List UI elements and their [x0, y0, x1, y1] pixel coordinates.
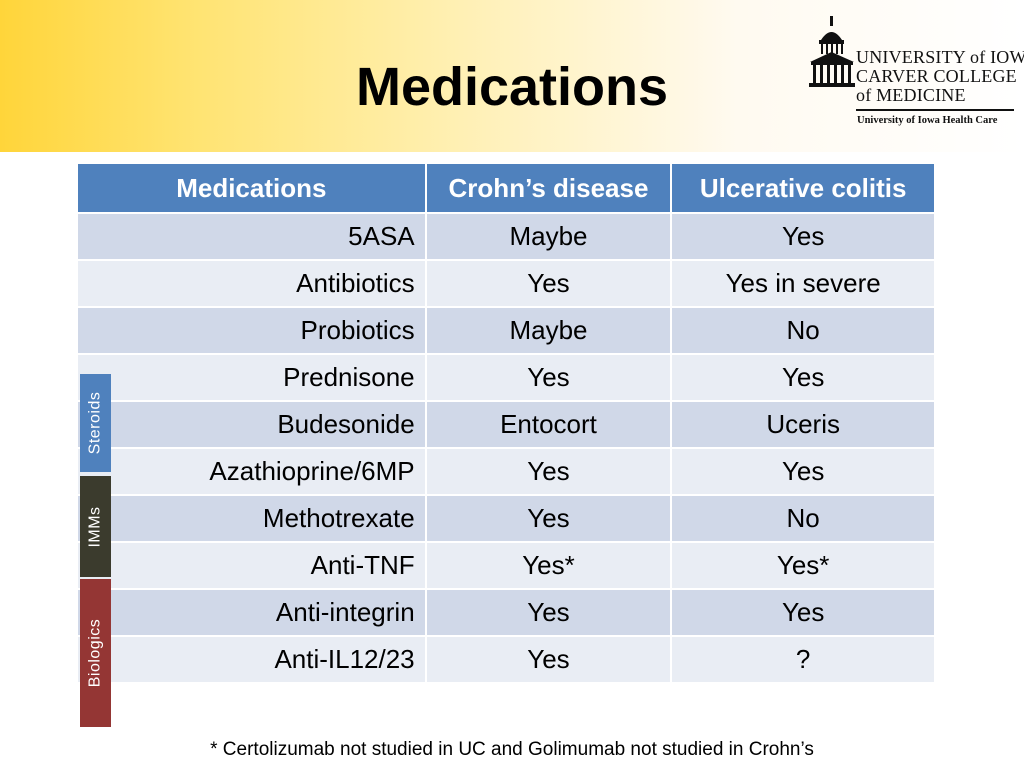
logo-divider: [856, 109, 1014, 111]
medications-table: Medications Crohn’s disease Ulcerative c…: [78, 164, 936, 684]
table-row: Prednisone Yes Yes: [78, 354, 936, 402]
column-header-uc: Ulcerative colitis: [671, 164, 936, 214]
logo-medicine-text: of MEDICINE: [856, 85, 966, 105]
logo-college-text: CARVER COLLEGE: [856, 66, 1017, 86]
category-label-biologics: Biologics: [80, 579, 111, 727]
footnote: * Certolizumab not studied in UC and Gol…: [210, 739, 814, 760]
university-logo: UNIVERSITY of IOWA CARVER COLLEGE of MED…: [808, 16, 1024, 134]
crohns-cell: Maybe: [425, 213, 673, 261]
crohns-cell: Yes: [425, 495, 673, 543]
table-row: Budesonide Entocort Uceris: [78, 401, 936, 449]
uc-cell: Yes: [671, 354, 936, 402]
crohns-cell: Yes: [425, 448, 673, 496]
crohns-cell: Maybe: [425, 307, 673, 355]
medication-cell: 5ASA: [78, 213, 427, 261]
old-capitol-building-icon: [809, 16, 855, 87]
category-label-text: Biologics: [86, 618, 104, 688]
category-label-imms: IMMs: [80, 476, 111, 577]
medication-cell: Probiotics: [78, 307, 427, 355]
logo-health-care-text: University of Iowa Health Care: [857, 115, 998, 126]
uc-cell: Yes: [671, 448, 936, 496]
category-label-text: Steroids: [86, 391, 104, 455]
logo-university-text: UNIVERSITY of IOWA: [856, 47, 1024, 67]
page-title: Medications: [355, 57, 669, 117]
medication-cell: Anti-TNF: [78, 542, 427, 590]
medication-cell: Anti-IL12/23: [78, 636, 427, 684]
column-header-medications: Medications: [78, 164, 427, 214]
medication-cell: Antibiotics: [78, 260, 427, 308]
table-row: Probiotics Maybe No: [78, 307, 936, 355]
table-row: Antibiotics Yes Yes in severe: [78, 260, 936, 308]
uc-cell: No: [671, 307, 936, 355]
crohns-cell: Yes: [425, 260, 673, 308]
uc-cell: Yes: [671, 213, 936, 261]
uc-cell: Uceris: [671, 401, 936, 449]
crohns-cell: Yes: [425, 354, 673, 402]
crohns-cell: Entocort: [425, 401, 673, 449]
uc-cell: Yes*: [671, 542, 936, 590]
column-header-crohns: Crohn’s disease: [425, 164, 673, 214]
table-row: Anti-integrin Yes Yes: [78, 589, 936, 637]
medication-cell: Budesonide: [78, 401, 427, 449]
table-row: Anti-IL12/23 Yes ?: [78, 636, 936, 684]
uc-cell: Yes in severe: [671, 260, 936, 308]
category-label-steroids: Steroids: [80, 374, 111, 472]
medication-cell: Prednisone: [78, 354, 427, 402]
header-banner: [0, 0, 1024, 152]
table-header-row: Medications Crohn’s disease Ulcerative c…: [78, 164, 936, 214]
uc-cell: No: [671, 495, 936, 543]
medication-cell: Anti-integrin: [78, 589, 427, 637]
medication-cell: Azathioprine/6MP: [78, 448, 427, 496]
crohns-cell: Yes*: [425, 542, 673, 590]
table-row: 5ASA Maybe Yes: [78, 213, 936, 261]
crohns-cell: Yes: [425, 636, 673, 684]
uc-cell: Yes: [671, 589, 936, 637]
crohns-cell: Yes: [425, 589, 673, 637]
table-row: Methotrexate Yes No: [78, 495, 936, 543]
medication-cell: Methotrexate: [78, 495, 427, 543]
table-row: Azathioprine/6MP Yes Yes: [78, 448, 936, 496]
table-row: Anti-TNF Yes* Yes*: [78, 542, 936, 590]
uc-cell: ?: [671, 636, 936, 684]
category-label-text: IMMs: [86, 505, 104, 548]
